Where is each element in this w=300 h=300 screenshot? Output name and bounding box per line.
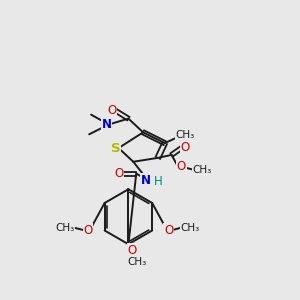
Text: N: N [141, 174, 151, 187]
Text: CH₃: CH₃ [55, 223, 74, 232]
Text: CH₃: CH₃ [176, 130, 195, 140]
Text: CH₃: CH₃ [181, 223, 200, 232]
Text: O: O [181, 141, 190, 154]
Text: S: S [111, 142, 121, 154]
Text: H: H [154, 175, 162, 188]
Text: N: N [102, 118, 112, 131]
Text: O: O [107, 104, 116, 117]
Text: CH₃: CH₃ [128, 257, 147, 267]
Text: O: O [164, 224, 173, 237]
Text: O: O [177, 160, 186, 173]
Text: O: O [83, 224, 93, 237]
Text: O: O [114, 167, 123, 180]
Text: O: O [128, 244, 137, 256]
Text: CH₃: CH₃ [192, 165, 212, 175]
